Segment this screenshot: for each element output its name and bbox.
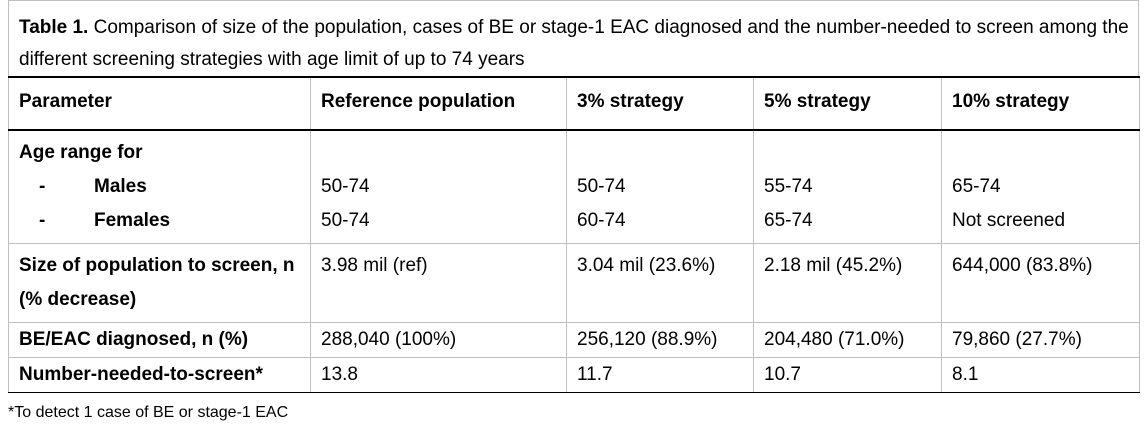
- males-age-3pct: 50-74: [577, 176, 626, 197]
- nns-label: Number-needed-to-screen*: [8, 357, 311, 393]
- diagnosed-10pct: 79,860 (27.7%): [941, 322, 1140, 358]
- age-cell-5pct: 55-74 65-74: [753, 129, 942, 244]
- table-row-age: Age range for - Males - Females 50-74 50-7…: [8, 129, 1140, 244]
- females-dash: -: [39, 210, 46, 231]
- caption-text: Comparison of size of the population, ca…: [19, 17, 1129, 70]
- table-row-nns: Number-needed-to-screen* 13.8 11.7 10.7 …: [8, 357, 1140, 393]
- males-age-10pct: 65-74: [952, 176, 1001, 197]
- diagnosed-5pct: 204,480 (71.0%): [753, 322, 942, 358]
- nns-3pct: 11.7: [566, 357, 754, 393]
- males-dash: -: [39, 176, 46, 197]
- header-10pct: 10% strategy: [941, 76, 1140, 131]
- males-age-reference: 50-74: [321, 176, 370, 197]
- age-cell-reference: 50-74 50-74: [310, 129, 567, 244]
- nns-10pct: 8.1: [941, 357, 1140, 393]
- table-footnote: *To detect 1 case of BE or stage-1 EAC: [8, 404, 289, 421]
- age-range-label: Age range for: [19, 142, 143, 163]
- caption-box: Table 1. Comparison of size of the popul…: [8, 0, 1139, 76]
- age-cell-10pct: 65-74 Not screened: [941, 129, 1140, 244]
- diagnosed-label: BE/EAC diagnosed, n (%): [8, 322, 311, 358]
- age-label-cell: Age range for - Males - Females: [8, 129, 311, 244]
- size-label: Size of population to screen, n (% decre…: [8, 243, 311, 323]
- females-label: Females: [94, 210, 171, 231]
- size-reference: 3.98 mil (ref): [310, 243, 567, 323]
- header-5pct: 5% strategy: [753, 76, 942, 131]
- diagnosed-reference: 288,040 (100%): [310, 322, 567, 358]
- header-parameter: Parameter: [8, 76, 311, 131]
- table-row-size: Size of population to screen, n (% decre…: [8, 243, 1140, 323]
- header-reference: Reference population: [310, 76, 567, 131]
- size-3pct: 3.04 mil (23.6%): [566, 243, 754, 323]
- table-caption: Table 1. Comparison of size of the popul…: [19, 12, 1129, 76]
- females-age-3pct: 60-74: [577, 210, 626, 231]
- size-5pct: 2.18 mil (45.2%): [753, 243, 942, 323]
- table-row-diagnosed: BE/EAC diagnosed, n (%) 288,040 (100%) 2…: [8, 322, 1140, 358]
- table-header-row: Parameter Reference population 3% strate…: [8, 76, 1140, 131]
- comparison-table: Parameter Reference population 3% strate…: [8, 76, 1140, 393]
- diagnosed-3pct: 256,120 (88.9%): [566, 322, 754, 358]
- nns-reference: 13.8: [310, 357, 567, 393]
- females-age-5pct: 65-74: [764, 210, 813, 231]
- header-3pct: 3% strategy: [566, 76, 754, 131]
- males-label: Males: [94, 176, 147, 197]
- males-age-5pct: 55-74: [764, 176, 813, 197]
- females-age-10pct: Not screened: [952, 210, 1066, 231]
- caption-label: Table 1.: [19, 17, 89, 38]
- age-cell-3pct: 50-74 60-74: [566, 129, 754, 244]
- size-10pct: 644,000 (83.8%): [941, 243, 1140, 323]
- nns-5pct: 10.7: [753, 357, 942, 393]
- females-age-reference: 50-74: [321, 210, 370, 231]
